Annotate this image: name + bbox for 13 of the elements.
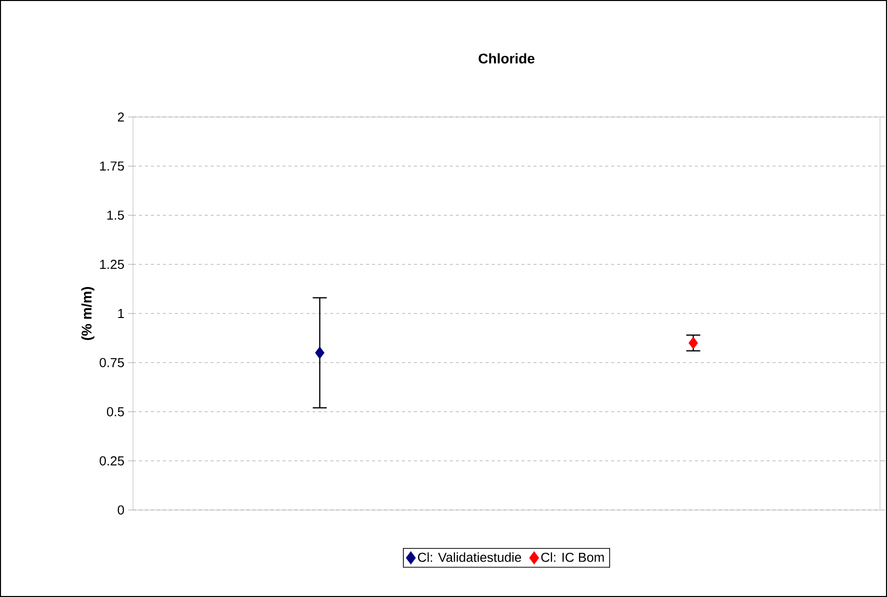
y-tick-label: 1 bbox=[118, 309, 124, 318]
y-tick-label: 0.25 bbox=[100, 456, 124, 466]
chart-title: Chloride bbox=[478, 53, 534, 64]
y-tick-label: 0.5 bbox=[106, 407, 124, 416]
y-tick-label: 1.5 bbox=[107, 210, 124, 220]
y-axis-title: (% m/m) bbox=[81, 286, 94, 340]
legend-label: Cl: IC Bom bbox=[541, 552, 604, 562]
y-tick-label: 0 bbox=[118, 505, 124, 515]
y-tick-label: 0.75 bbox=[100, 358, 124, 368]
y-tick-label: 1.25 bbox=[100, 260, 124, 269]
legend-label: Cl: Validatiestudie bbox=[418, 552, 522, 562]
y-tick-label: 2 bbox=[118, 112, 124, 122]
y-tick-label: 1.75 bbox=[100, 162, 124, 171]
